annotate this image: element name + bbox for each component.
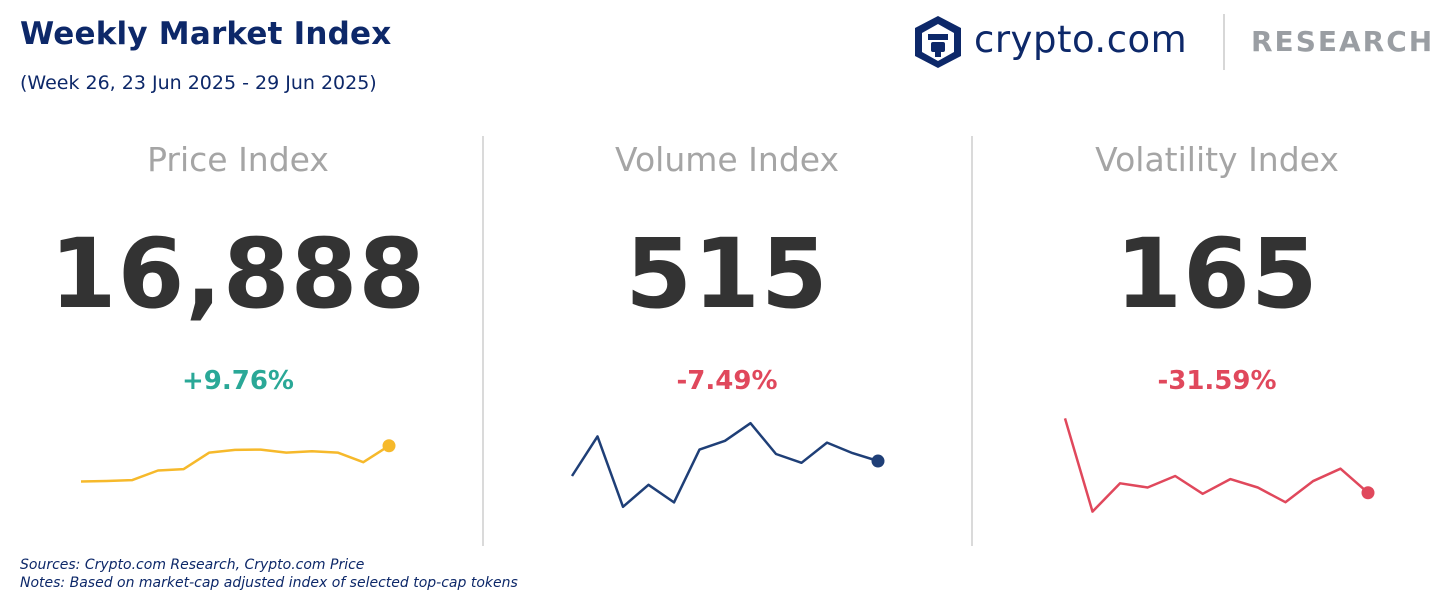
price-sparkline — [80, 439, 396, 483]
latest-point-marker — [382, 439, 396, 453]
panel-value: 165 — [1115, 218, 1319, 330]
volatility-index-panel: Volatility Index 165 -31.59% — [972, 130, 1456, 550]
price-index-panel: Price Index 16,888 +9.76% — [0, 130, 483, 550]
volume-index-panel: Volume Index 515 -7.49% — [482, 130, 972, 550]
panel-change: -7.49% — [676, 366, 778, 396]
panel-divider — [482, 136, 484, 546]
panel-divider — [971, 136, 973, 546]
volume-sparkline — [570, 421, 885, 509]
brand-logo: crypto.com RESEARCH — [912, 12, 1452, 74]
latest-point-marker — [1361, 486, 1375, 500]
brand-name: crypto.com — [974, 18, 1188, 61]
page-subtitle: (Week 26, 23 Jun 2025 - 29 Jun 2025) — [20, 72, 377, 94]
volatility-sparkline — [1063, 418, 1375, 513]
footer-sources: Sources: Crypto.com Research, Crypto.com… — [20, 557, 365, 573]
panel-title: Volume Index — [614, 140, 840, 179]
panel-value: 16,888 — [49, 218, 427, 330]
panel-change: -31.59% — [1157, 366, 1277, 396]
panel-title: Volatility Index — [1095, 140, 1339, 179]
panel-title: Price Index — [147, 140, 329, 179]
panel-change: +9.76% — [182, 366, 294, 396]
page-title: Weekly Market Index — [20, 16, 392, 52]
series-line — [80, 444, 390, 483]
series-line — [570, 421, 879, 509]
panel-value: 515 — [625, 218, 829, 330]
latest-point-marker — [871, 454, 885, 468]
series-line — [1063, 418, 1369, 513]
brand-research-label: RESEARCH — [1251, 25, 1435, 58]
logo-divider — [1223, 14, 1225, 70]
crypto-com-lion-shield-icon — [915, 16, 961, 68]
footer-notes: Notes: Based on market-cap adjusted inde… — [20, 575, 518, 591]
